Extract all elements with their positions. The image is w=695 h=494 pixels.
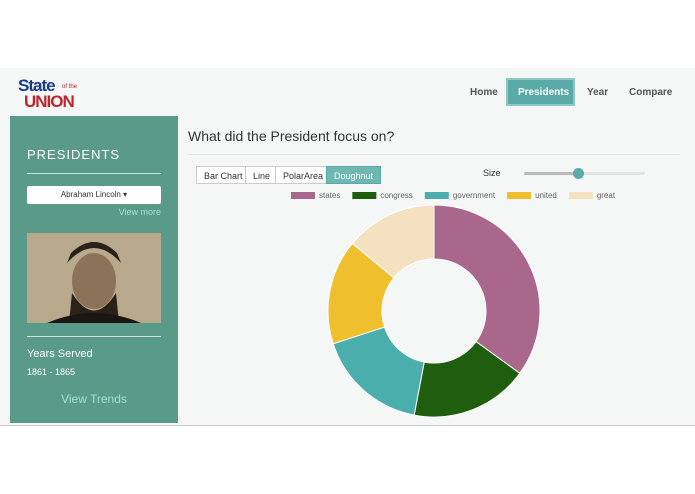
nav-link[interactable]: Presidents xyxy=(518,87,570,98)
legend-swatch xyxy=(424,192,449,199)
logo-bottom: UNION xyxy=(24,92,75,111)
divider xyxy=(27,336,161,337)
nav-link[interactable]: Compare xyxy=(629,87,673,98)
doughnut-chart: states congress government united great xyxy=(291,191,616,418)
chart-button-active[interactable]: Doughnut xyxy=(326,166,382,184)
slider-fill xyxy=(524,172,578,175)
doughnut-slice xyxy=(332,326,425,416)
sidebar: PRESIDENTS Abraham Lincoln ▾ View more Y… xyxy=(10,116,178,423)
legend-swatch xyxy=(291,192,315,199)
legend-label: states xyxy=(319,191,340,200)
chart-button[interactable]: Line xyxy=(245,166,279,184)
years-label: Years Served xyxy=(27,348,93,360)
nav-active[interactable] xyxy=(506,78,575,106)
nav-link[interactable]: Home xyxy=(470,87,498,98)
doughnut-slice xyxy=(351,204,435,279)
legend-swatch xyxy=(507,192,532,199)
slider-track[interactable] xyxy=(524,172,645,175)
nav-link[interactable]: Year xyxy=(587,87,609,98)
app: State of the UNION Home Presidents Year … xyxy=(0,68,695,426)
divider xyxy=(188,154,680,155)
logo-small: of the xyxy=(62,84,78,90)
dropdown-label: Abraham Lincoln xyxy=(60,190,121,199)
divider xyxy=(27,173,161,174)
slider-knob[interactable] xyxy=(573,168,584,179)
legend-label: government xyxy=(453,191,496,200)
dropdown[interactable]: Abraham Lincoln ▾ xyxy=(27,186,161,204)
sidebar-heading: PRESIDENTS xyxy=(27,147,121,162)
logo: State of the UNION xyxy=(18,76,90,111)
legend-label: congress xyxy=(380,191,412,200)
chart-button[interactable]: PolarArea xyxy=(275,166,332,184)
view-more[interactable]: View more xyxy=(118,207,161,217)
legend-swatch xyxy=(568,192,593,199)
legend-swatch xyxy=(352,192,377,199)
main-title: What did the President focus on? xyxy=(188,128,395,144)
view-trends[interactable]: View Trends xyxy=(61,392,127,406)
portrait xyxy=(27,233,161,323)
years: 1861 - 1865 xyxy=(27,367,76,377)
chart-button[interactable]: Bar Chart xyxy=(196,166,251,184)
legend-label: great xyxy=(597,191,616,200)
legend-label: united xyxy=(535,191,557,200)
size-label: Size xyxy=(483,168,501,178)
doughnut-slice xyxy=(433,204,541,375)
logo-top: State xyxy=(18,76,56,95)
